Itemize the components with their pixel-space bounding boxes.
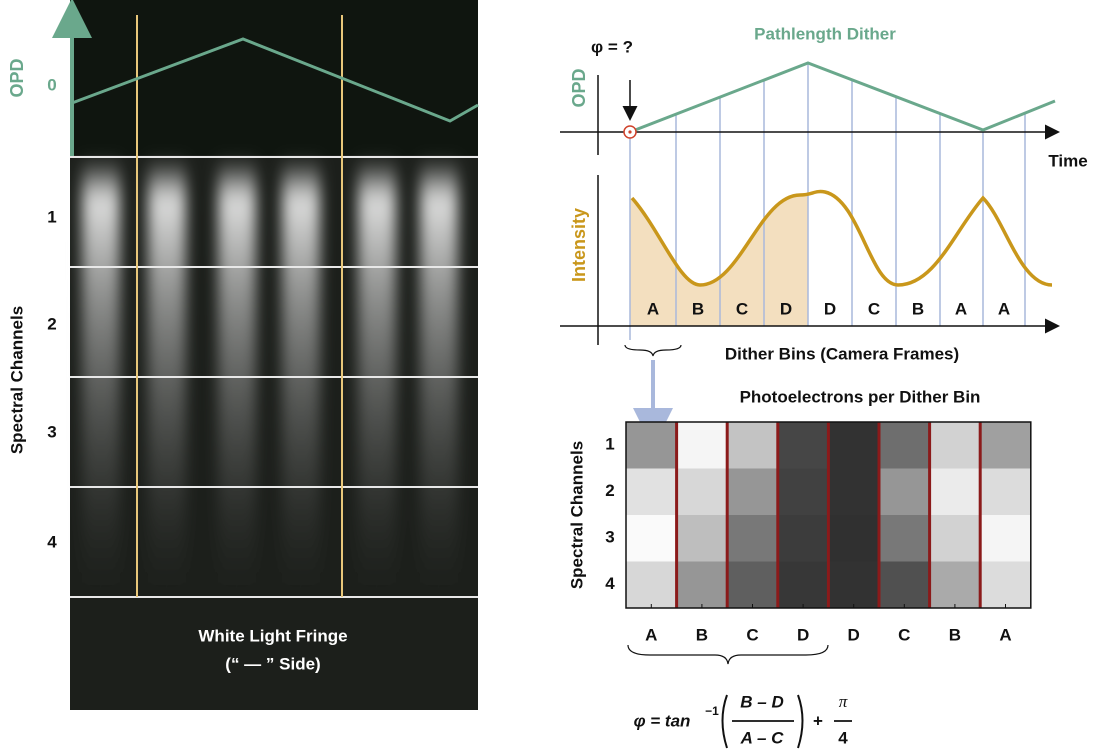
heat-cell bbox=[929, 515, 981, 562]
bin-label: D bbox=[824, 299, 836, 318]
fringe-image bbox=[52, 0, 479, 710]
opd-label: OPD bbox=[569, 68, 589, 107]
opd-label: OPD bbox=[7, 58, 27, 97]
heat-cell bbox=[828, 468, 880, 516]
formula-pi: π bbox=[839, 692, 848, 711]
bin-label: C bbox=[736, 299, 748, 318]
heat-cell bbox=[828, 515, 880, 562]
heat-cell bbox=[777, 561, 829, 609]
x-label: Dither Bins (Camera Frames) bbox=[725, 344, 959, 363]
heat-cell bbox=[929, 422, 981, 469]
formula-plus: + bbox=[813, 711, 823, 730]
channel-label: 1 bbox=[47, 207, 56, 226]
channel-label: 2 bbox=[605, 481, 614, 500]
zero-label: 0 bbox=[47, 75, 56, 94]
bin-label: B bbox=[949, 625, 961, 644]
heat-cell bbox=[929, 561, 981, 609]
bin-label: A bbox=[645, 625, 657, 644]
y-label: Spectral Channels bbox=[567, 441, 586, 589]
bin-label: A bbox=[955, 299, 967, 318]
channel-label: 3 bbox=[47, 422, 56, 441]
formula-exponent: −1 bbox=[705, 704, 719, 718]
heat-cell bbox=[980, 561, 1032, 609]
heat-cell bbox=[929, 468, 981, 516]
formula: φ = tan −1 B – D A – C + π 4 bbox=[634, 692, 852, 749]
formula-four: 4 bbox=[838, 728, 848, 747]
bin-label: C bbox=[898, 625, 910, 644]
dither-title: Pathlength Dither bbox=[754, 24, 896, 43]
bin-label: B bbox=[912, 299, 924, 318]
heat-cell bbox=[727, 561, 779, 609]
channel-label: 3 bbox=[605, 528, 614, 547]
bin-label: C bbox=[868, 299, 880, 318]
heat-cell bbox=[777, 422, 829, 469]
heat-cell bbox=[727, 468, 779, 516]
caption: (“ — ” Side) bbox=[225, 654, 320, 673]
caption: White Light Fringe bbox=[198, 626, 347, 645]
heat-cell bbox=[626, 515, 678, 562]
bin-label: C bbox=[746, 625, 758, 644]
channel-label: 2 bbox=[47, 314, 56, 333]
dither-plot bbox=[560, 61, 1060, 448]
bin-label: A bbox=[999, 625, 1011, 644]
heat-cell bbox=[676, 422, 728, 469]
formula-denominator: A – C bbox=[740, 728, 785, 747]
bin-label: A bbox=[647, 299, 659, 318]
heat-cell bbox=[626, 561, 678, 609]
heat-cell bbox=[676, 468, 728, 516]
heat-cell bbox=[727, 515, 779, 562]
heat-cell bbox=[727, 422, 779, 469]
y-label: Spectral Channels bbox=[7, 306, 26, 454]
channel-labels: 1 2 3 4 bbox=[605, 435, 615, 594]
formula-lhs: φ = tan bbox=[634, 711, 691, 730]
heat-cell bbox=[879, 561, 931, 609]
time-label: Time bbox=[1048, 151, 1087, 170]
bin-label: D bbox=[797, 625, 809, 644]
heat-cell bbox=[828, 422, 880, 469]
heat-cell bbox=[626, 468, 678, 516]
brace bbox=[627, 644, 829, 665]
formula-numerator: B – D bbox=[740, 692, 783, 711]
heat-cell bbox=[777, 468, 829, 516]
heat-cell bbox=[676, 515, 728, 562]
heatmap-title: Photoelectrons per Dither Bin bbox=[740, 387, 981, 406]
heat-cell bbox=[828, 561, 880, 609]
channel-labels: 1 2 3 4 bbox=[47, 207, 57, 551]
phi-label: φ = ? bbox=[591, 37, 633, 56]
bin-label: B bbox=[692, 299, 704, 318]
heatmap-frame bbox=[625, 421, 1032, 609]
bin-label: A bbox=[998, 299, 1010, 318]
heat-cell bbox=[879, 468, 931, 516]
heat-cell bbox=[980, 422, 1032, 469]
bin-label: D bbox=[780, 299, 792, 318]
heat-cell bbox=[777, 515, 829, 562]
channel-label: 4 bbox=[47, 532, 57, 551]
heat-cell bbox=[676, 561, 728, 609]
channel-label: 4 bbox=[605, 574, 615, 593]
bin-label: D bbox=[848, 625, 860, 644]
bin-label: B bbox=[696, 625, 708, 644]
heat-cell bbox=[879, 422, 931, 469]
heat-cell bbox=[626, 422, 678, 469]
heatmap bbox=[625, 421, 1032, 609]
heat-cell bbox=[980, 515, 1032, 562]
heat-cell bbox=[980, 468, 1032, 516]
channel-label: 1 bbox=[605, 435, 614, 454]
intensity-label: Intensity bbox=[569, 208, 589, 282]
heat-cell bbox=[879, 515, 931, 562]
